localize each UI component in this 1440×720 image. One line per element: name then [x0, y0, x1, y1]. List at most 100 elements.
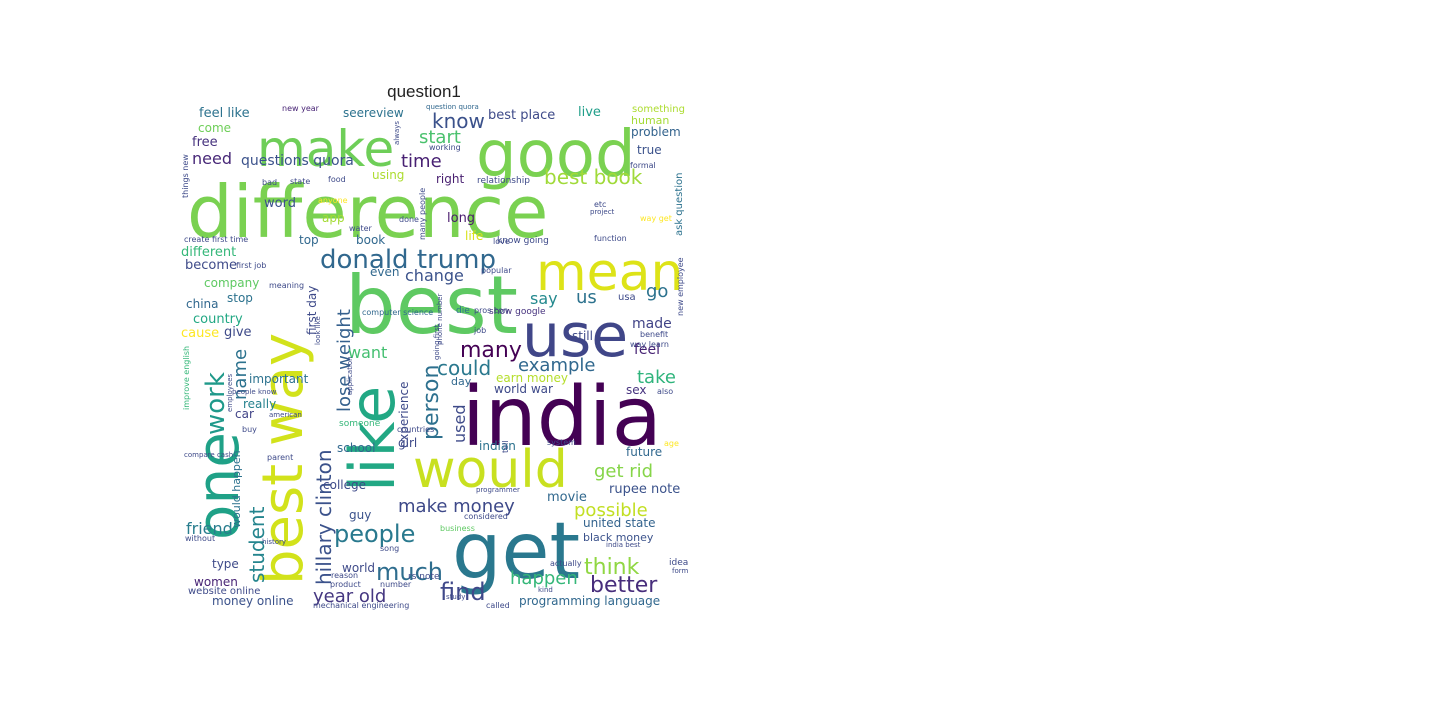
- word-website-online: website online: [188, 586, 260, 597]
- word-kind: kind: [538, 586, 553, 594]
- word-first-day: first day: [305, 286, 319, 335]
- word-better: better: [590, 573, 658, 598]
- word-day: day: [451, 375, 472, 388]
- word-india: india: [462, 370, 662, 465]
- word-live: live: [578, 105, 601, 120]
- word-experience: experience: [397, 381, 411, 448]
- word-way-learn: way learn: [630, 340, 669, 349]
- word-even: even: [370, 265, 399, 279]
- word-become: become: [185, 258, 237, 273]
- word-happen: happen: [510, 568, 578, 589]
- word-still: still: [572, 329, 593, 343]
- word-show-google: show google: [489, 307, 546, 317]
- word-people: people: [334, 520, 415, 548]
- word-formal: formal: [630, 161, 656, 170]
- word-business: business: [440, 524, 475, 533]
- word-system: system: [547, 438, 576, 447]
- word-work: work: [201, 372, 231, 435]
- word-many-people: many people: [418, 188, 427, 240]
- word-working: working: [429, 143, 461, 152]
- word-true: true: [637, 143, 662, 157]
- word-movie: movie: [547, 490, 587, 505]
- word-usa: usa: [618, 292, 636, 303]
- word-mean: mean: [536, 243, 683, 303]
- word-problem: problem: [631, 125, 681, 139]
- word-app: app: [322, 211, 345, 225]
- word-rupee-note: rupee note: [609, 482, 680, 497]
- word-question-quora: question quora: [426, 103, 479, 111]
- word-example: example: [518, 355, 595, 376]
- word-future: future: [626, 445, 662, 459]
- word-stop: stop: [227, 291, 253, 305]
- word-tell: tell: [501, 440, 510, 453]
- word-also: also: [657, 387, 673, 396]
- word-meaning: meaning: [269, 281, 304, 290]
- word-world-war: world war: [494, 382, 553, 396]
- word-lose-weight: lose weight: [334, 309, 355, 412]
- word-history: history: [262, 538, 286, 546]
- word-american: american: [269, 411, 302, 419]
- word-type: type: [212, 557, 239, 571]
- word-always: always: [393, 121, 401, 145]
- word-time: time: [401, 151, 442, 172]
- word-come: come: [198, 121, 231, 135]
- word-considered: considered: [464, 512, 508, 521]
- word-rs-note: rs note: [408, 572, 440, 582]
- word-song: song: [380, 544, 399, 553]
- word-countries: countries: [397, 425, 434, 434]
- word-difference: difference: [187, 170, 548, 254]
- word-one: one: [184, 432, 252, 540]
- word-ask-question: ask question: [674, 172, 685, 236]
- word-united-state: united state: [583, 516, 655, 530]
- word-human: human: [631, 114, 669, 127]
- word-best-way: best way: [251, 333, 316, 585]
- word-mechanical-engineering: mechanical engineering: [313, 601, 409, 610]
- chart-title: question1: [387, 82, 461, 101]
- word-project: project: [590, 208, 615, 216]
- word-job: job: [473, 326, 486, 335]
- word-programmer: programmer: [476, 486, 520, 494]
- word-number: number: [380, 580, 412, 589]
- word-going-first: going first: [433, 324, 441, 360]
- word-think: think: [584, 555, 640, 580]
- word-die: die: [456, 306, 470, 316]
- word-possible: possible: [574, 500, 648, 521]
- word-earn-money: earn money: [496, 371, 568, 385]
- word-something: something: [632, 104, 685, 115]
- word-compare-cash: compare cash: [184, 451, 233, 459]
- word-feel-like: feel like: [199, 106, 250, 121]
- word-look-like: look like: [314, 316, 322, 345]
- word-right: right: [436, 172, 464, 186]
- word-china: china: [186, 297, 219, 311]
- word-country: country: [193, 312, 243, 327]
- word-etc: etc: [594, 200, 606, 209]
- word-actually: actually: [550, 559, 582, 568]
- word-year-old: year old: [313, 586, 386, 607]
- word-form: form: [672, 567, 689, 575]
- word-popular: popular: [481, 266, 512, 275]
- word-bad: bad: [262, 178, 277, 187]
- word-start: start: [419, 127, 461, 148]
- word-find: find: [440, 578, 486, 606]
- word-things-new: things new: [181, 154, 190, 198]
- word-like: like: [336, 386, 409, 492]
- word-buy: buy: [242, 425, 257, 434]
- word-age: age: [664, 439, 679, 448]
- word-cause: cause: [181, 326, 219, 341]
- word-girl: girl: [398, 436, 417, 450]
- word-company: company: [204, 276, 259, 290]
- word-change: change: [405, 266, 464, 285]
- word-questions-quora: questions quora: [241, 153, 354, 169]
- word-money-online: money online: [212, 594, 294, 608]
- word-get-rid: get rid: [594, 461, 653, 482]
- word-would-happen: would happen: [230, 450, 243, 528]
- word-top: top: [299, 233, 319, 247]
- word-make: make: [257, 120, 394, 178]
- word-water: water: [349, 224, 373, 233]
- word-use: use: [522, 301, 628, 371]
- word-many: many: [460, 338, 522, 363]
- word-world: world: [342, 561, 375, 575]
- word-anyone: anyone: [318, 196, 348, 205]
- word-feel: feel: [634, 342, 660, 358]
